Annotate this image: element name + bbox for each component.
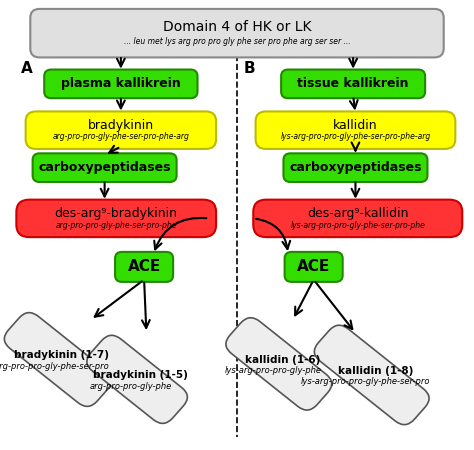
FancyBboxPatch shape <box>44 70 198 98</box>
Text: ACE: ACE <box>128 259 161 274</box>
FancyBboxPatch shape <box>30 9 444 58</box>
Text: ... leu met lys arg pro pro gly phe ser pro phe arg ser ser ...: ... leu met lys arg pro pro gly phe ser … <box>124 37 350 46</box>
Text: bradykinin (1-5): bradykinin (1-5) <box>93 370 188 380</box>
FancyBboxPatch shape <box>281 70 425 98</box>
Text: des-arg⁹-kallidin: des-arg⁹-kallidin <box>307 207 409 220</box>
FancyBboxPatch shape <box>115 252 173 282</box>
Text: lys-arg-pro-pro-gly-phe-ser-pro-phe: lys-arg-pro-pro-gly-phe-ser-pro-phe <box>291 220 425 230</box>
Text: lys-arg-pro-pro-gly-phe-ser-pro-phe-arg: lys-arg-pro-pro-gly-phe-ser-pro-phe-arg <box>280 132 430 141</box>
FancyBboxPatch shape <box>26 112 216 149</box>
FancyBboxPatch shape <box>314 325 429 425</box>
Text: ACE: ACE <box>297 259 330 274</box>
FancyBboxPatch shape <box>4 313 112 406</box>
Text: B: B <box>244 61 255 76</box>
FancyBboxPatch shape <box>284 252 343 282</box>
Text: arg-pro-pro-gly-phe: arg-pro-pro-gly-phe <box>90 382 172 391</box>
FancyBboxPatch shape <box>226 318 332 410</box>
Text: lys-arg-pro-pro-gly-phe-ser-pro: lys-arg-pro-pro-gly-phe-ser-pro <box>301 377 430 386</box>
FancyBboxPatch shape <box>253 200 462 237</box>
FancyBboxPatch shape <box>87 335 187 423</box>
Text: A: A <box>21 61 33 76</box>
Text: bradykinin: bradykinin <box>88 119 154 132</box>
Text: arg-pro-pro-gly-phe-ser-pro-phe: arg-pro-pro-gly-phe-ser-pro-phe <box>55 220 177 230</box>
Text: lys-arg-pro-pro-gly-phe: lys-arg-pro-pro-gly-phe <box>224 366 321 375</box>
FancyBboxPatch shape <box>16 200 216 237</box>
Text: des-arg⁹-bradykinin: des-arg⁹-bradykinin <box>55 207 178 220</box>
Text: carboxypeptidases: carboxypeptidases <box>289 161 422 174</box>
Text: plasma kallikrein: plasma kallikrein <box>61 77 181 90</box>
FancyBboxPatch shape <box>255 112 456 149</box>
Text: arg-pro-pro-gly-phe-ser-pro-phe-arg: arg-pro-pro-gly-phe-ser-pro-phe-arg <box>53 132 189 141</box>
Text: kallidin (1-6): kallidin (1-6) <box>245 355 320 365</box>
Text: bradykinin (1-7): bradykinin (1-7) <box>14 351 109 360</box>
Text: carboxypeptidases: carboxypeptidases <box>38 161 171 174</box>
FancyBboxPatch shape <box>283 153 428 182</box>
Text: kallidin (1-8): kallidin (1-8) <box>337 366 413 376</box>
FancyBboxPatch shape <box>33 153 177 182</box>
Text: kallidin: kallidin <box>333 119 378 132</box>
Text: arg-pro-pro-gly-phe-ser-pro: arg-pro-pro-gly-phe-ser-pro <box>0 362 109 371</box>
Text: Domain 4 of HK or LK: Domain 4 of HK or LK <box>163 19 311 34</box>
Text: tissue kallikrein: tissue kallikrein <box>297 77 409 90</box>
